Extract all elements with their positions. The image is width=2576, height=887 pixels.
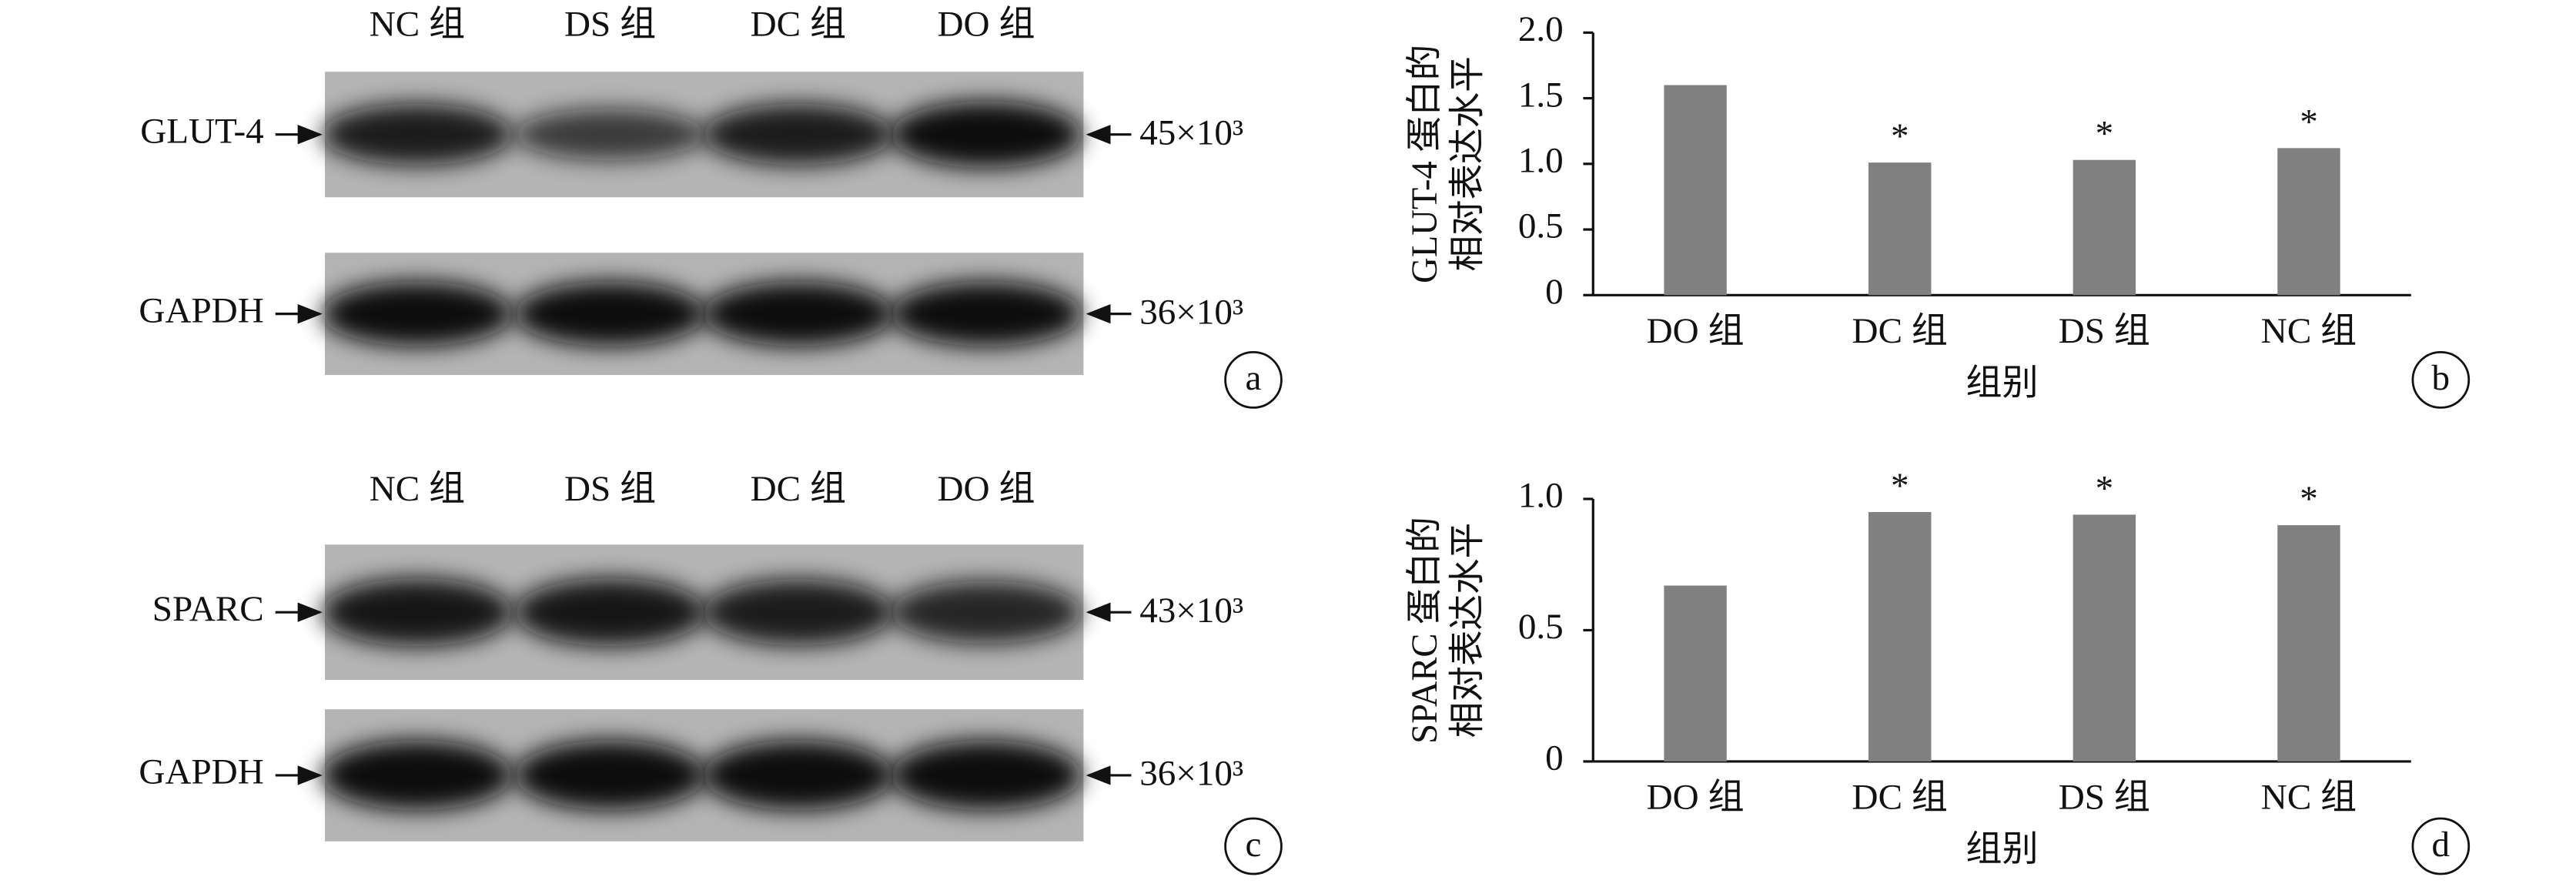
blot-band	[321, 281, 514, 346]
bar	[1868, 162, 1932, 296]
lane-label: DC 组	[751, 5, 846, 45]
blot-band	[321, 103, 514, 166]
blot-band	[702, 740, 895, 811]
size-label: 36×10³	[1139, 293, 1243, 333]
blot-band	[890, 281, 1082, 346]
x-tick-label: NC 组	[2261, 778, 2357, 818]
y-axis-title: 相对表达水平	[1447, 523, 1487, 738]
y-tick-label: 1.5	[1518, 75, 1564, 115]
panel-circle	[1224, 351, 1283, 409]
significance-mark: *	[1891, 116, 1909, 156]
lane-label: DO 组	[938, 469, 1035, 509]
size-label: 43×10³	[1139, 591, 1243, 631]
blot-band	[702, 103, 895, 166]
bar	[2277, 525, 2340, 761]
blot-band	[514, 578, 706, 647]
y-tick-label: 2.0	[1518, 9, 1564, 49]
row-label: GLUT-4	[140, 112, 264, 152]
panel-circle	[2411, 351, 2471, 409]
bar	[1664, 585, 1727, 761]
significance-mark: *	[2300, 479, 2318, 519]
significance-mark: *	[2096, 114, 2114, 154]
y-tick-label: 1.0	[1518, 476, 1564, 516]
x-tick-label: DC 组	[1852, 778, 1948, 818]
y-tick-label: 0	[1545, 738, 1564, 778]
blot-band	[890, 581, 1082, 644]
lane-label: DS 组	[564, 5, 656, 45]
size-label: 36×10³	[1139, 754, 1243, 794]
panel-label: c	[1246, 825, 1262, 865]
significance-mark: *	[2300, 102, 2318, 142]
bar	[2073, 159, 2136, 296]
blot-band	[321, 578, 514, 647]
x-axis-title: 组别	[1965, 363, 2038, 403]
bar	[1868, 512, 1932, 761]
blot-band	[514, 281, 706, 346]
y-tick-label: 1.0	[1518, 141, 1564, 181]
y-axis-title: SPARC 蛋白的	[1405, 517, 1445, 744]
significance-mark: *	[2096, 469, 2114, 509]
panel-circle	[2411, 817, 2471, 875]
lane-label: DO 组	[938, 5, 1035, 45]
x-axis-title: 组别	[1965, 829, 2038, 869]
panel-circle	[1224, 817, 1283, 875]
x-tick-label: DS 组	[2059, 778, 2150, 818]
lane-label: NC 组	[370, 5, 465, 45]
x-tick-label: DO 组	[1647, 311, 1745, 351]
lane-label: DC 组	[751, 469, 846, 509]
lane-label: DS 组	[564, 469, 656, 509]
x-tick-label: DO 组	[1647, 778, 1745, 818]
bar	[2073, 514, 2136, 761]
blot-band	[890, 101, 1082, 168]
row-label: SPARC	[152, 589, 264, 629]
significance-mark: *	[1891, 466, 1909, 506]
panel-label: b	[2432, 358, 2451, 398]
panel-label: a	[1246, 358, 1262, 398]
lane-label: NC 组	[370, 469, 465, 509]
y-tick-label: 0.5	[1518, 206, 1564, 246]
y-tick-label: 0	[1545, 272, 1564, 312]
blot-band	[702, 579, 895, 646]
blot-band	[514, 740, 706, 811]
blot-band	[514, 109, 706, 161]
blot-band	[321, 740, 514, 811]
x-tick-label: NC 组	[2261, 311, 2357, 351]
bar	[2277, 148, 2340, 296]
panel-label: d	[2432, 825, 2451, 865]
x-tick-label: DC 组	[1852, 311, 1948, 351]
y-tick-label: 0.5	[1518, 607, 1564, 647]
size-label: 45×10³	[1139, 113, 1243, 153]
row-label: GAPDH	[139, 752, 263, 792]
blot-band	[890, 740, 1082, 811]
bar	[1664, 85, 1727, 296]
y-axis-title: GLUT-4 蛋白的	[1405, 45, 1445, 283]
x-tick-label: DS 组	[2059, 311, 2150, 351]
blot-band	[702, 281, 895, 346]
y-axis-title: 相对表达水平	[1447, 56, 1487, 271]
row-label: GAPDH	[139, 291, 263, 331]
